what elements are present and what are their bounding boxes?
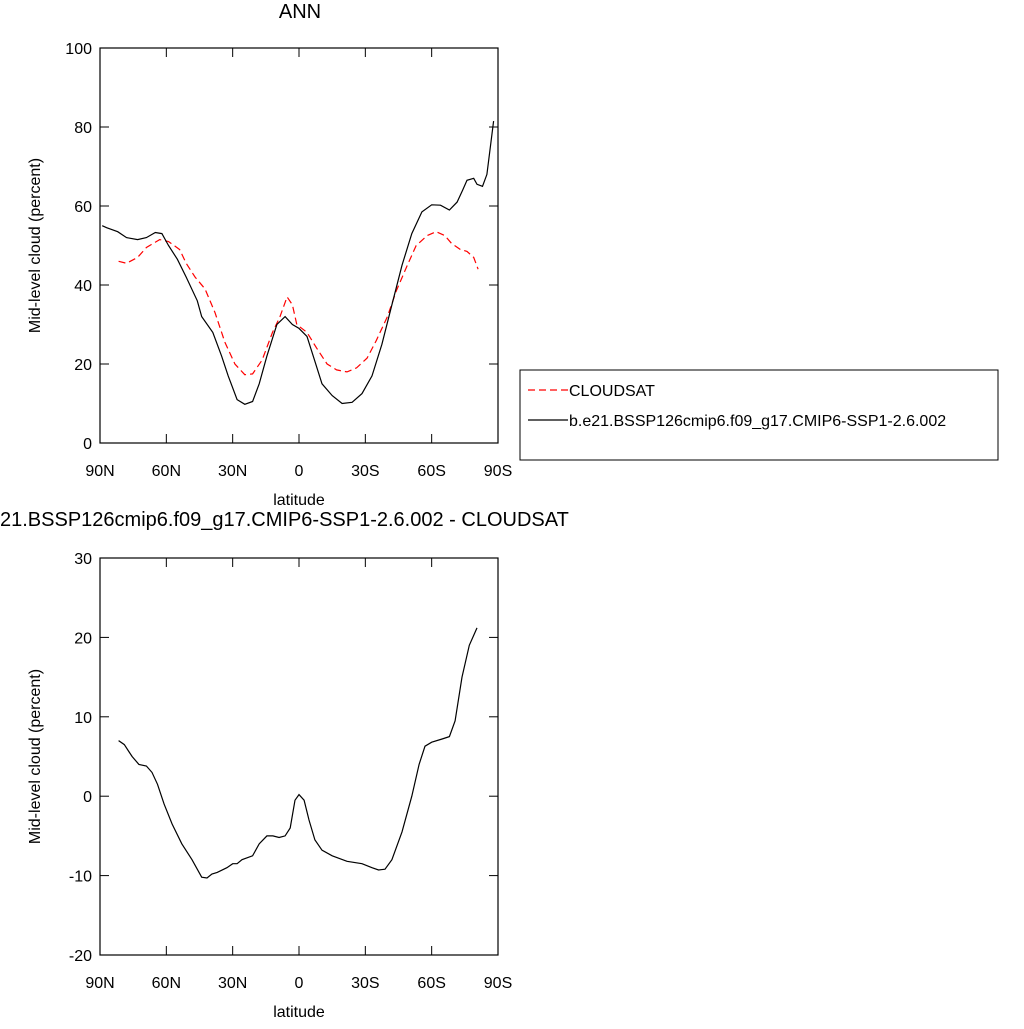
x-tick-label: 90S [484, 975, 512, 992]
legend-label: b.e21.BSSP126cmip6.f09_g17.CMIP6-SSP1-2.… [569, 413, 946, 430]
chart-title: ANN [279, 1, 321, 23]
x-axis-label: latitude [273, 492, 325, 509]
x-tick-label: 30S [351, 975, 379, 992]
y-tick-label: -20 [69, 948, 92, 965]
y-tick-label: 20 [74, 357, 92, 374]
x-tick-label: 0 [295, 975, 304, 992]
y-tick-label: 10 [74, 710, 92, 727]
x-tick-label: 60S [417, 463, 445, 480]
data-line [118, 231, 479, 376]
x-tick-label: 60N [152, 463, 181, 480]
x-tick-label: 60S [417, 975, 445, 992]
x-tick-label: 90S [484, 463, 512, 480]
y-tick-label: 30 [74, 551, 92, 568]
x-tick-label: 30N [218, 463, 247, 480]
y-tick-label: 0 [83, 436, 92, 453]
legend-label: CLOUDSAT [569, 383, 655, 400]
chart-title: 21.BSSP126cmip6.f09_g17.CMIP6-SSP1-2.6.0… [0, 509, 569, 531]
x-tick-label: 60N [152, 975, 181, 992]
x-tick-label: 30S [351, 463, 379, 480]
y-tick-label: 40 [74, 278, 92, 295]
y-tick-label: 20 [74, 630, 92, 647]
x-tick-label: 30N [218, 975, 247, 992]
y-tick-label: 0 [83, 789, 92, 806]
legend-frame [519, 369, 999, 461]
plot-frame [99, 557, 499, 956]
y-tick-label: 80 [74, 120, 92, 137]
y-tick-label: 100 [65, 41, 92, 58]
data-line [101, 121, 495, 405]
plot-frame [99, 47, 499, 444]
x-tick-label: 90N [85, 975, 114, 992]
x-tick-label: 90N [85, 463, 114, 480]
y-axis-label: Mid-level cloud (percent) [27, 669, 44, 844]
x-tick-label: 0 [295, 463, 304, 480]
y-tick-label: 60 [74, 199, 92, 216]
y-tick-label: -10 [69, 869, 92, 886]
data-line [118, 627, 478, 879]
x-axis-label: latitude [273, 1004, 325, 1021]
y-axis-label: Mid-level cloud (percent) [27, 158, 44, 333]
